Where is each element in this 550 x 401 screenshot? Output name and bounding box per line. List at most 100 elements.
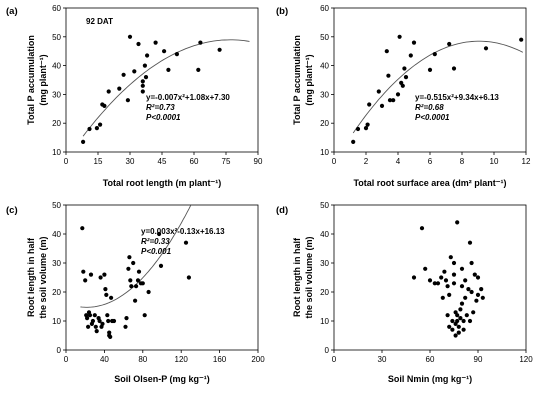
data-point: [88, 272, 94, 277]
y-tick-label: 50: [320, 201, 329, 210]
data-point: [126, 266, 131, 271]
data-point: [131, 260, 136, 266]
x-tick-label: 120: [175, 355, 189, 364]
y-tick-label: 60: [52, 4, 61, 13]
data-point: [158, 263, 164, 268]
fit-curve: [352, 40, 524, 134]
x-tick-label: 60: [190, 157, 199, 166]
data-point: [140, 79, 145, 84]
data-point: [453, 333, 458, 338]
data-point: [140, 83, 145, 88]
r-squared: R²=0.73: [146, 103, 175, 112]
data-point: [108, 334, 113, 339]
data-point: [97, 318, 102, 324]
data-point: [127, 34, 133, 39]
data-point: [142, 313, 147, 318]
data-point: [196, 67, 201, 72]
p-value: P<0.0001: [415, 113, 450, 122]
data-point: [100, 321, 105, 326]
data-point: [186, 275, 191, 280]
data-point: [411, 275, 417, 280]
data-point: [459, 284, 465, 289]
x-tick-label: 30: [126, 157, 135, 166]
data-point: [93, 324, 98, 329]
data-point: [455, 220, 460, 225]
data-point: [461, 318, 466, 324]
data-point: [106, 89, 111, 94]
data-point: [83, 278, 88, 283]
data-point: [445, 284, 450, 289]
y-tick-label: 30: [320, 90, 329, 99]
data-point: [442, 269, 447, 274]
data-point: [480, 295, 485, 300]
x-tick-label: 8: [460, 157, 465, 166]
panel-b: 0 2 4 6 8 10 12 10 20 30 40 50 60 (b) Total root surfa…: [276, 4, 531, 188]
y-tick-label: 40: [52, 62, 61, 71]
data-point: [475, 275, 481, 280]
y-axis-label: Total P accumulation (mg plant⁻¹): [292, 35, 314, 125]
data-point: [471, 310, 476, 315]
data-point: [423, 266, 428, 271]
x-tick-label: 15: [94, 157, 103, 166]
x-tick-label: 12: [522, 157, 531, 166]
x-tick-label: 0: [332, 157, 337, 166]
data-point: [447, 324, 452, 329]
data-point: [142, 63, 147, 68]
data-point: [198, 40, 203, 45]
data-point: [386, 73, 391, 78]
data-point: [146, 289, 151, 295]
y-tick-label: 50: [320, 33, 329, 42]
data-point: [450, 327, 455, 332]
y-tick-label: 20: [52, 119, 61, 128]
fit-equation: y=-0.007x²+1.08x+7.30: [146, 93, 230, 102]
panel-label: (d): [276, 205, 288, 216]
data-point: [125, 98, 130, 103]
data-point: [474, 298, 479, 303]
y-tick-label: 10: [52, 317, 61, 326]
data-point: [81, 269, 86, 274]
x-tick-label: 0: [332, 355, 337, 364]
data-point: [87, 313, 93, 318]
p-value: P<0.0001: [146, 113, 181, 122]
data-point: [397, 34, 402, 39]
data-point: [440, 295, 445, 300]
x-tick-label: 0: [64, 355, 69, 364]
data-point: [103, 287, 108, 292]
data-point: [400, 83, 405, 88]
data-point: [455, 318, 460, 324]
x-tick-label: 10: [490, 157, 499, 166]
data-point: [94, 126, 99, 131]
data-point: [140, 89, 145, 94]
data-point: [463, 295, 468, 300]
data-point: [132, 69, 137, 74]
data-point: [136, 269, 142, 274]
data-point: [483, 46, 489, 51]
data-point: [448, 255, 453, 260]
y-axis-label: Root length in half the soil volume (m): [292, 236, 314, 318]
data-point: [458, 316, 463, 321]
data-point: [475, 292, 481, 297]
data-point: [391, 98, 396, 103]
data-point: [127, 255, 132, 260]
data-point: [104, 292, 109, 297]
data-point: [365, 122, 370, 127]
data-point: [105, 313, 110, 318]
data-point: [445, 313, 450, 318]
data-point: [102, 272, 107, 277]
y-tick-label: 10: [52, 148, 61, 157]
data-point: [133, 298, 138, 303]
data-point: [157, 231, 162, 237]
fit-equation: y=-0.515x²+9.34x+6.13: [415, 93, 499, 102]
data-point: [456, 330, 461, 335]
data-point: [355, 126, 361, 132]
y-tick-label: 0: [57, 346, 62, 355]
data-point: [427, 278, 433, 283]
x-tick-label: 45: [158, 157, 167, 166]
data-point: [128, 278, 133, 283]
data-point: [85, 316, 90, 321]
data-point: [455, 313, 460, 318]
data-point: [447, 292, 452, 297]
data-point: [94, 329, 99, 334]
panel-c: 0 40 80 120 160 200 0 10 20 30 40 50 (c) Soil Olsen-P…: [6, 201, 265, 384]
